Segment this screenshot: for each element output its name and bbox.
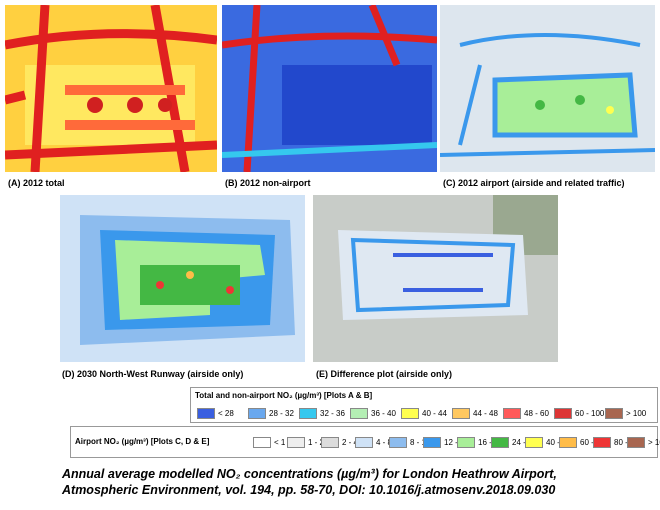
legend-label: 28 - 32 bbox=[269, 409, 294, 418]
legend-swatch bbox=[627, 437, 645, 448]
legend-item: < 28 bbox=[197, 408, 234, 419]
legend-label: 40 - 60 bbox=[546, 438, 571, 447]
legend-swatch bbox=[593, 437, 611, 448]
legend-item: 4 - 8 bbox=[355, 437, 392, 448]
legend-item: > 100 bbox=[605, 408, 646, 419]
legend-label: > 100 bbox=[626, 409, 647, 418]
legend-title: Airport NO₂ (µg/m³) [Plots C, D & E] bbox=[75, 437, 210, 446]
legend-item: < 1 bbox=[253, 437, 285, 448]
legend-label: 8 - 12 bbox=[410, 438, 431, 447]
legend-swatch bbox=[525, 437, 543, 448]
legend-swatch bbox=[287, 437, 305, 448]
legend-swatch bbox=[452, 408, 470, 419]
panel-label: (E) Difference plot (airside only) bbox=[316, 369, 453, 379]
legend-label: 48 - 60 bbox=[524, 409, 549, 418]
legend-label: 60 - 80 bbox=[580, 438, 605, 447]
legend-label: 12 - 16 bbox=[444, 438, 469, 447]
legend-title: Total and non-airport NO₂ (µg/m³) [Plots… bbox=[195, 391, 373, 400]
legend-item: 28 - 32 bbox=[248, 408, 294, 419]
legend-label: 32 - 36 bbox=[320, 409, 345, 418]
legend-swatch bbox=[605, 408, 623, 419]
legend-swatch bbox=[389, 437, 407, 448]
legend-label: 60 - 100 bbox=[575, 409, 605, 418]
legend: Airport NO₂ (µg/m³) [Plots C, D & E] < 1 1… bbox=[70, 426, 660, 458]
legend-swatch bbox=[491, 437, 509, 448]
caption: Annual average modelled NO₂ concentratio… bbox=[62, 467, 557, 497]
map-d bbox=[60, 195, 305, 362]
legend-label: 36 - 40 bbox=[371, 409, 396, 418]
legend-item: 60 - 80 bbox=[559, 437, 605, 448]
legend-item: 16 - 24 bbox=[457, 437, 503, 448]
legend-label: 44 - 48 bbox=[473, 409, 498, 418]
legend-label: 2 - 4 bbox=[342, 438, 359, 447]
legend-item: 1 - 2 bbox=[287, 437, 324, 448]
panel-label: (D) 2030 North-West Runway (airside only… bbox=[62, 369, 244, 379]
legend-swatch bbox=[503, 408, 521, 419]
map-c bbox=[440, 5, 655, 172]
legend-label: < 28 bbox=[218, 409, 234, 418]
legend-item: 36 - 40 bbox=[350, 408, 396, 419]
legend: Total and non-airport NO₂ (µg/m³) [Plots… bbox=[190, 387, 658, 423]
map-a bbox=[5, 5, 217, 172]
legend-swatch bbox=[321, 437, 339, 448]
legend-label: 1 - 2 bbox=[308, 438, 325, 447]
legend-swatch bbox=[554, 408, 572, 419]
legend-swatch bbox=[457, 437, 475, 448]
legend-item: 24 - 40 bbox=[491, 437, 537, 448]
legend-label: 24 - 40 bbox=[512, 438, 537, 447]
legend-item: > 100 bbox=[627, 437, 660, 448]
legend-label: < 1 bbox=[274, 438, 286, 447]
map-b bbox=[222, 5, 437, 172]
legend-swatch bbox=[401, 408, 419, 419]
legend-item: 40 - 60 bbox=[525, 437, 571, 448]
legend-label: 40 - 44 bbox=[422, 409, 447, 418]
legend-swatch bbox=[253, 437, 271, 448]
panel-label: (C) 2012 airport (airside and related tr… bbox=[443, 178, 625, 188]
legend-item: 8 - 12 bbox=[389, 437, 430, 448]
legend-swatch bbox=[350, 408, 368, 419]
map-e bbox=[313, 195, 558, 362]
legend-swatch bbox=[559, 437, 577, 448]
legend-swatch bbox=[423, 437, 441, 448]
legend-swatch bbox=[355, 437, 373, 448]
panel-label: (B) 2012 non-airport bbox=[225, 178, 311, 188]
legend-swatch bbox=[299, 408, 317, 419]
legend-item: 44 - 48 bbox=[452, 408, 498, 419]
legend-swatch bbox=[197, 408, 215, 419]
legend-label: 16 - 24 bbox=[478, 438, 503, 447]
legend-item: 40 - 44 bbox=[401, 408, 447, 419]
legend-item: 32 - 36 bbox=[299, 408, 345, 419]
legend-label: > 100 bbox=[648, 438, 660, 447]
legend-item: 48 - 60 bbox=[503, 408, 549, 419]
legend-swatch bbox=[248, 408, 266, 419]
panel-label: (A) 2012 total bbox=[8, 178, 65, 188]
legend-item: 12 - 16 bbox=[423, 437, 469, 448]
legend-item: 2 - 4 bbox=[321, 437, 358, 448]
legend-label: 4 - 8 bbox=[376, 438, 393, 447]
legend-item: 60 - 100 bbox=[554, 408, 604, 419]
